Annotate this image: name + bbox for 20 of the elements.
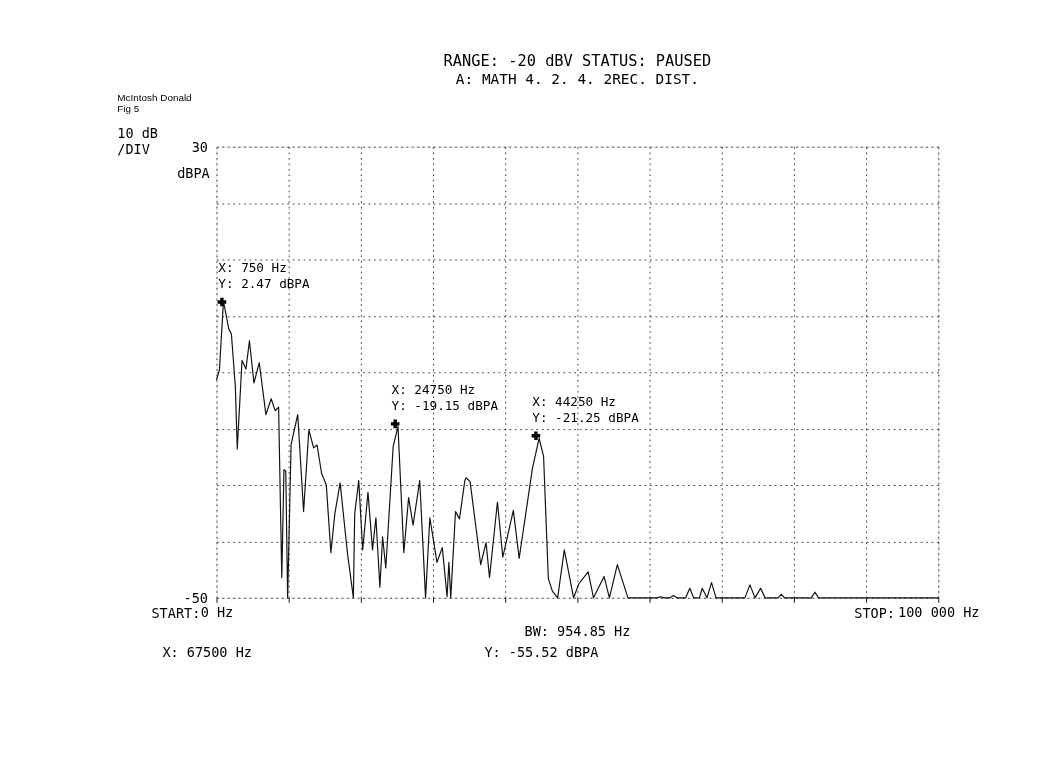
x-tick-label: 100 000 Hz: [898, 604, 980, 621]
chart-subtitle: A: MATH 4. 2. 4. 2REC. DIST.: [455, 70, 699, 87]
y-tick-label: -50: [183, 589, 208, 606]
text: STOP:: [854, 604, 896, 621]
text: McIntosh Donald Fig 5: [117, 91, 192, 115]
point: [217, 297, 227, 307]
text: Y: -55.52 dBPA: [484, 644, 599, 661]
y-tick-label: 30: [191, 138, 208, 155]
text: X: 67500 Hz: [162, 644, 252, 661]
annotation: X: 750 Hz Y: 2.47 dBPA: [218, 260, 310, 292]
x-tick-label: 0 Hz: [200, 604, 234, 621]
y-axis-title: dBPA: [177, 164, 210, 181]
chart-title: RANGE: -20 dBV STATUS: PAUSED: [443, 51, 712, 70]
point: [390, 419, 400, 429]
point: [531, 431, 541, 441]
text: 10 dB /DIV: [117, 124, 158, 157]
text: START:: [151, 604, 201, 621]
text: BW: 954.85 Hz: [524, 622, 631, 639]
annotation: X: 44250 Hz Y: -21.25 dBPA: [532, 393, 640, 426]
annotation: X: 24750 Hz Y: -19.15 dBPA: [391, 382, 499, 414]
